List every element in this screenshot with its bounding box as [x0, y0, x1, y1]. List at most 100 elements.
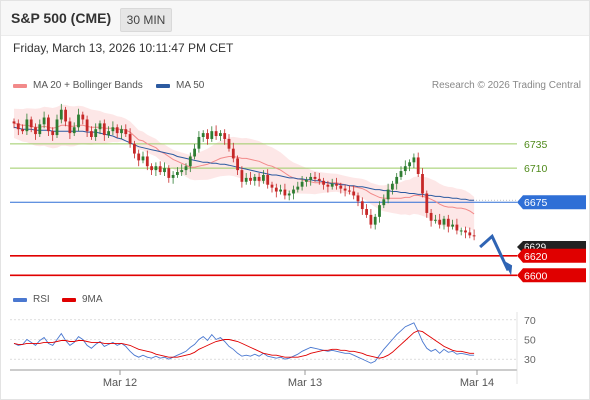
candle-body — [158, 166, 162, 173]
candle-body — [292, 189, 295, 194]
candle-body — [171, 174, 175, 178]
ma20-legend-label: MA 20 + Bollinger Bands — [33, 80, 143, 91]
candle-body — [330, 183, 334, 187]
candle-body — [262, 174, 265, 181]
candle-body — [244, 177, 248, 182]
timeframe-button[interactable]: 30 MIN — [120, 8, 172, 32]
candle-body — [317, 178, 321, 181]
candle-body — [412, 157, 416, 163]
candle-body — [425, 193, 429, 213]
candle-body — [231, 148, 235, 159]
ma50-legend: MA 50 — [156, 80, 204, 91]
rsi-9ma-line — [13, 330, 475, 359]
target-label: 6710 — [524, 163, 548, 175]
candle-body — [296, 186, 300, 190]
instrument-title: S&P 500 (CME) — [11, 10, 112, 26]
candle-body — [468, 232, 472, 236]
candle-body — [133, 143, 136, 154]
ma20-line — [13, 122, 475, 215]
candle-body — [266, 174, 270, 185]
candle-body — [300, 181, 304, 187]
candle-body — [408, 162, 411, 167]
candle-body — [274, 187, 278, 192]
x-tick-label: Mar 13 — [288, 377, 322, 389]
candle-body — [326, 184, 330, 187]
candle-body — [85, 119, 89, 132]
candle-body — [167, 168, 171, 178]
candle-body — [391, 183, 394, 190]
candle-body — [51, 131, 55, 136]
candle-body — [94, 129, 98, 137]
candle-body — [219, 133, 222, 137]
candle-body — [188, 156, 192, 167]
candle-body — [42, 117, 46, 125]
candle-body — [102, 123, 106, 136]
credit-text: Research © 2026 Trading Central — [431, 80, 581, 91]
candle-body — [47, 117, 50, 132]
candle-body — [34, 127, 37, 135]
candle-body — [227, 138, 231, 149]
rsi-swatch — [13, 297, 27, 302]
candle-body — [373, 216, 377, 225]
candle-body — [176, 172, 179, 175]
candle-body — [21, 129, 24, 132]
candle-body — [382, 199, 386, 206]
candle-body — [322, 180, 325, 185]
candle-body — [12, 121, 16, 124]
candle-body — [360, 201, 364, 210]
candle-body — [81, 114, 85, 120]
candle-body — [305, 179, 308, 182]
candle-body — [150, 166, 153, 171]
candle-body — [141, 156, 145, 161]
candle-body — [201, 133, 205, 137]
scenario-arrow-line — [479, 233, 510, 272]
candle-body — [446, 218, 450, 227]
chart-header: S&P 500 (CME) 30 MIN — [1, 1, 589, 36]
candle-body — [442, 218, 446, 225]
candle-body — [451, 224, 454, 227]
candle-body — [236, 158, 239, 171]
candle-body — [111, 127, 115, 132]
candle-body — [283, 189, 287, 196]
scenario-arrowhead — [503, 260, 513, 276]
candle-body — [64, 109, 67, 122]
candle-body — [403, 166, 407, 172]
candle-body — [378, 205, 381, 217]
ma9-swatch — [62, 297, 76, 302]
rsi-legend-label: RSI — [33, 294, 50, 305]
candle-body — [38, 124, 42, 135]
candle-body — [369, 214, 373, 225]
candle-body — [421, 174, 424, 194]
candle-body — [77, 114, 80, 128]
pivot-price-tag — [517, 195, 586, 210]
candle-body — [223, 133, 227, 139]
candle-body — [279, 189, 282, 192]
candle-body — [184, 166, 188, 171]
ma9-legend: 9MA — [62, 294, 103, 305]
candle-body — [348, 190, 351, 192]
target-label: 6735 — [524, 139, 548, 151]
candle-body — [115, 127, 119, 134]
candle-body — [455, 224, 459, 231]
candle-body — [352, 191, 356, 196]
pivot-label: 6675 — [524, 197, 548, 209]
candle-body — [429, 212, 433, 221]
candle-body — [313, 176, 317, 179]
candle-body — [395, 176, 399, 184]
candle-body — [137, 153, 141, 161]
candle-body — [90, 131, 93, 137]
rsi-tick-label: 30 — [524, 354, 536, 366]
candle-body — [145, 156, 149, 167]
candle-body — [72, 127, 76, 134]
candle-body — [128, 134, 132, 144]
rsi-line — [13, 322, 475, 364]
candle-body — [438, 219, 442, 225]
candle-body — [29, 119, 33, 128]
candle-body — [356, 195, 360, 202]
candle-body — [214, 131, 218, 137]
x-tick-label: Mar 14 — [460, 377, 494, 389]
candle-body — [257, 176, 261, 181]
ma20-swatch — [13, 83, 27, 88]
candle-body — [253, 176, 257, 181]
